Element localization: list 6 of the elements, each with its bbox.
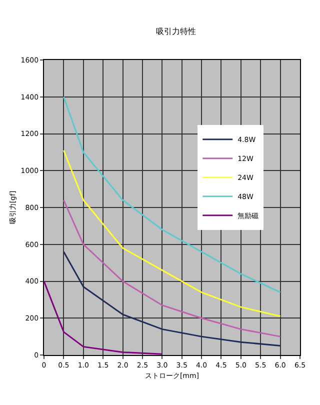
- line-series: [62, 150, 282, 318]
- line-series: [44, 280, 163, 355]
- line-series: [62, 199, 282, 338]
- line-series: [62, 251, 282, 347]
- chart-title: 吸引力特性: [156, 26, 196, 36]
- line-series: [62, 96, 282, 294]
